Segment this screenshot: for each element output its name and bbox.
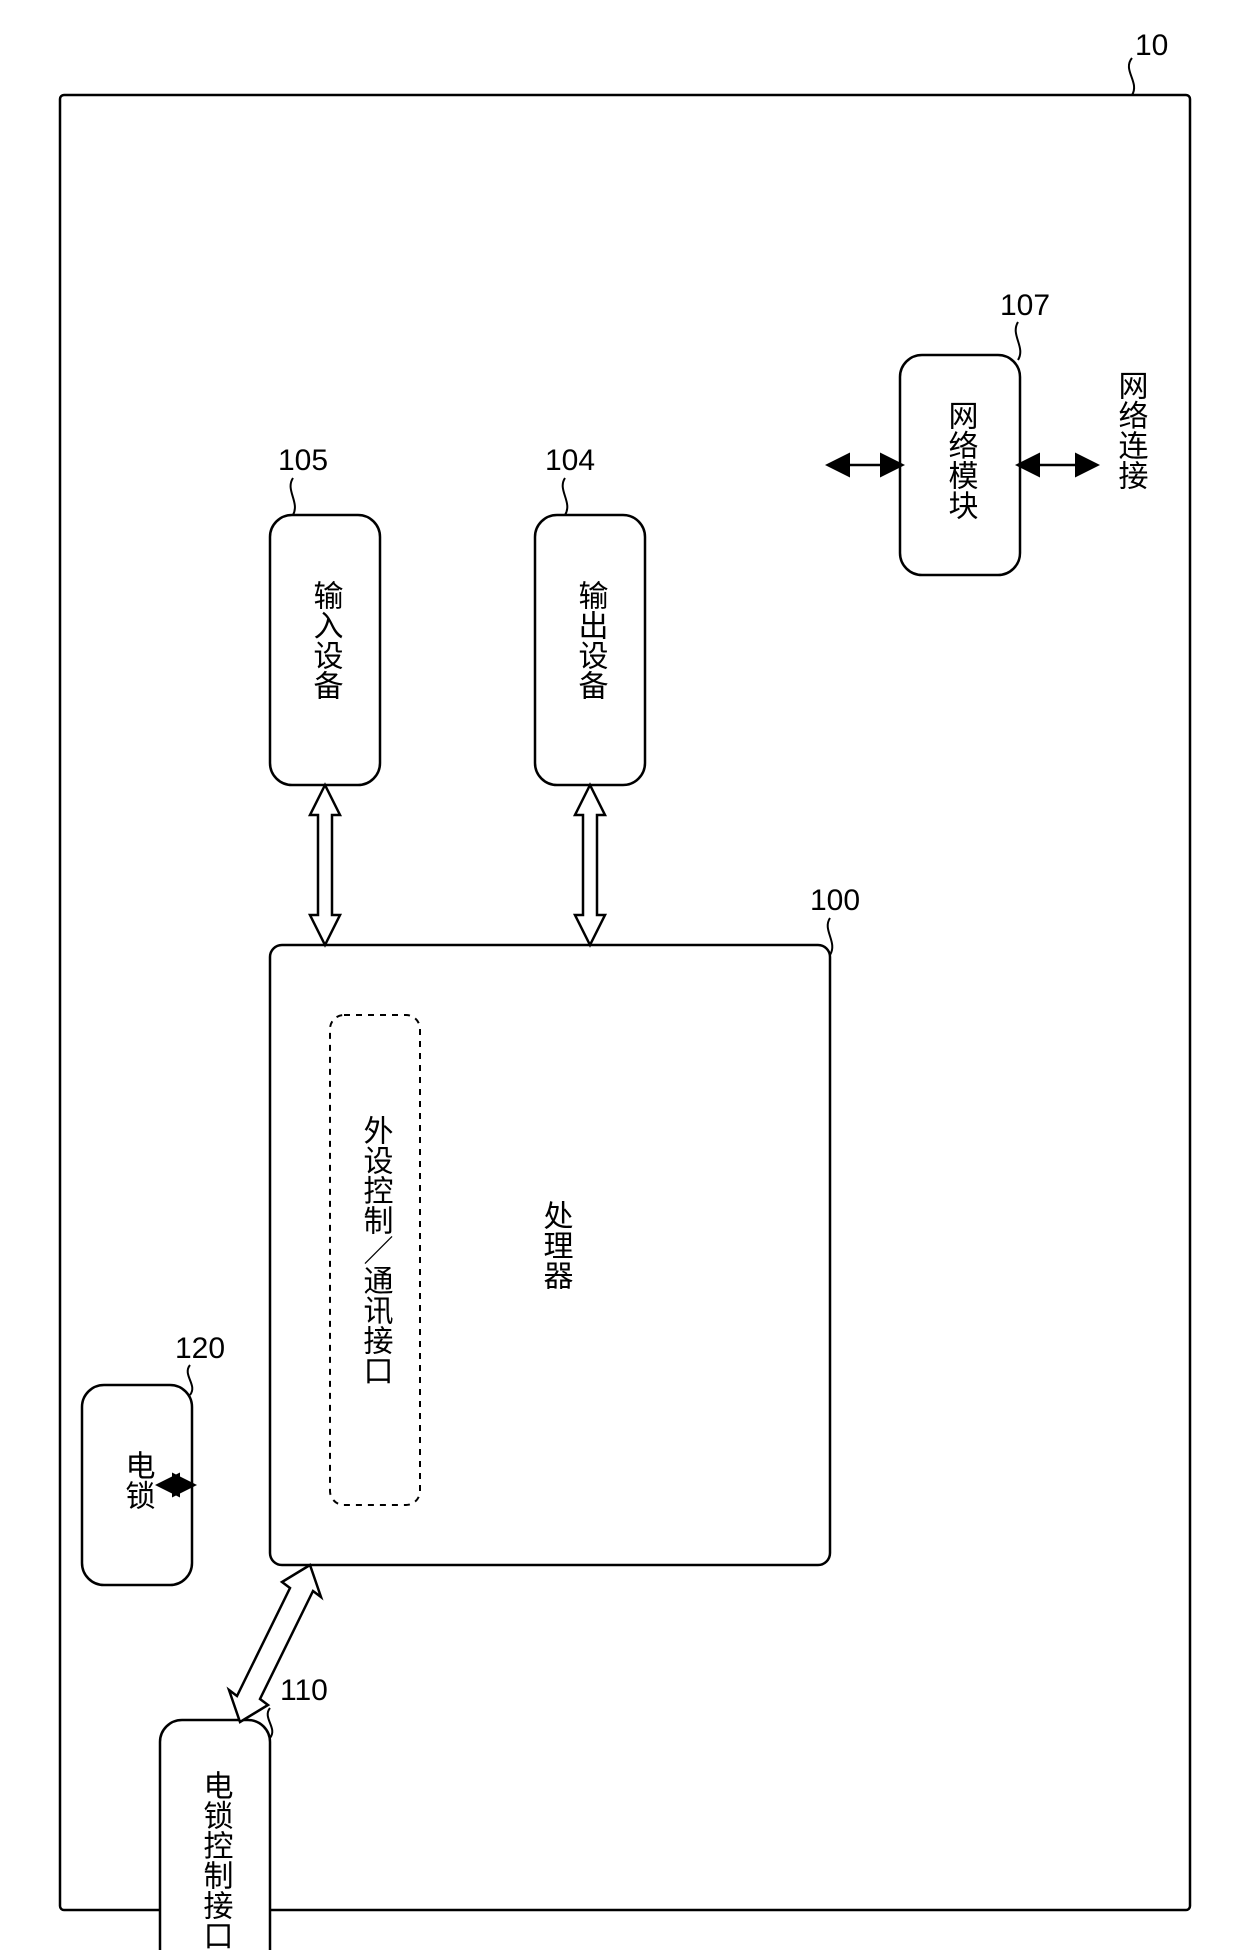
ref-leader-107 (1016, 322, 1021, 360)
ref-10: 10 (1135, 29, 1168, 62)
ref-leader-120 (188, 1365, 193, 1395)
ref-leader-10 (1129, 58, 1134, 95)
external-net-label: 网络连接 (1114, 370, 1149, 490)
ref-leader-105 (291, 478, 295, 515)
arrow-input-proc (310, 785, 340, 945)
output-device-label: 输出设备 (574, 580, 609, 700)
ref-120: 120 (175, 1332, 225, 1365)
comm-interface-label: 外设控制／通讯接口 (359, 1115, 394, 1385)
network-module-label: 网络模块 (944, 400, 979, 520)
ref-105: 105 (278, 444, 328, 477)
block-diagram: 输入设备 输出设备 网络模块 外设控制／通讯接口 处理器 电锁控制接口 电锁 网… (0, 0, 1240, 1950)
ref-leader-104 (563, 478, 568, 515)
lock-interface-label: 电锁控制接口 (199, 1770, 234, 1950)
arrow-output-proc (575, 785, 605, 945)
input-device-label: 输入设备 (309, 580, 344, 700)
lock-label: 电锁 (121, 1450, 156, 1510)
ref-107: 107 (1000, 289, 1050, 322)
ref-100: 100 (810, 884, 860, 917)
ref-110: 110 (280, 1674, 328, 1707)
ref-104: 104 (545, 444, 595, 477)
processor-label: 处理器 (539, 1200, 574, 1290)
